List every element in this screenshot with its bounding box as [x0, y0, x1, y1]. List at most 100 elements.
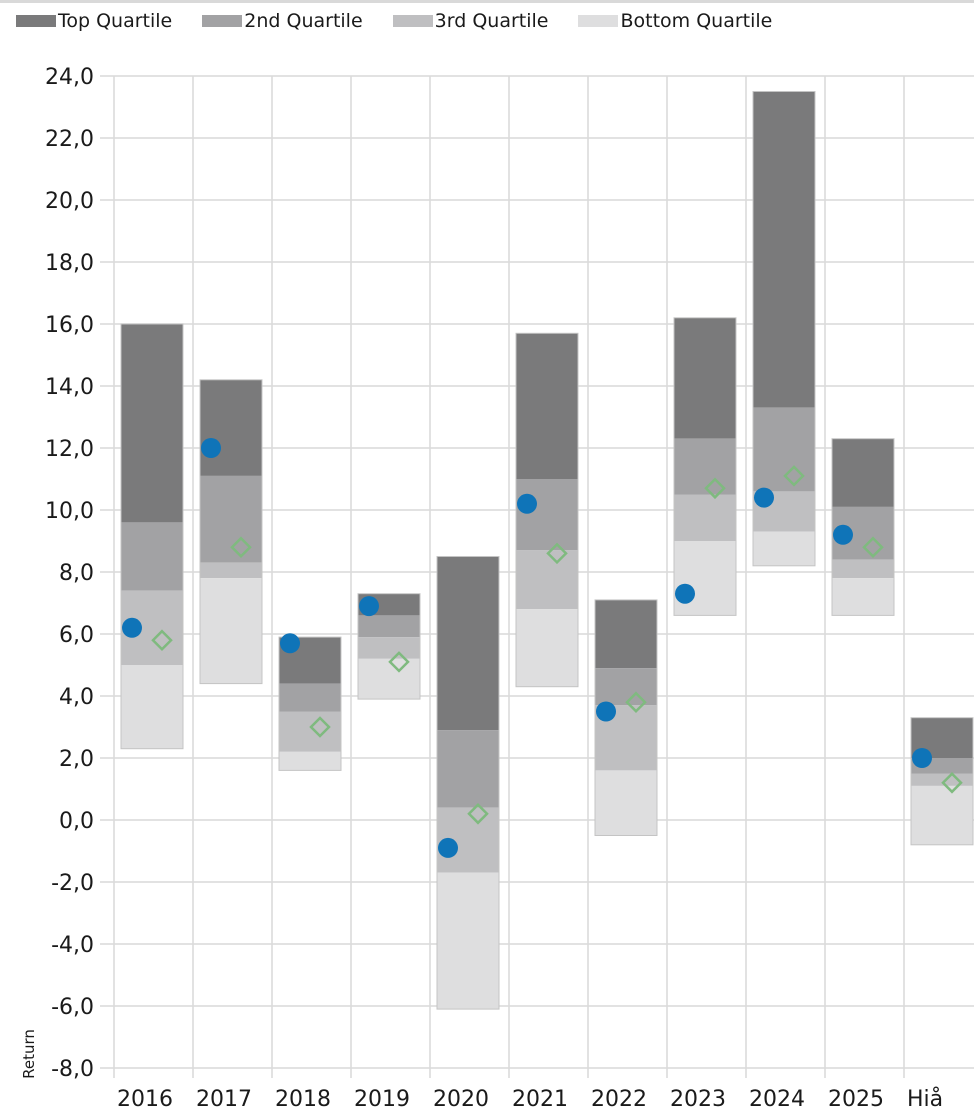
legend-swatch-2nd-quartile [202, 15, 243, 27]
circle-marker [912, 748, 932, 768]
legend-item-bottom-quartile: Bottom Quartile [578, 10, 772, 32]
2nd-quartile-bar [674, 438, 736, 495]
legend-label-top-quartile: Top Quartile [58, 10, 173, 32]
legend-label-2nd-quartile: 2nd Quartile [244, 10, 363, 32]
diamond-marker [783, 465, 805, 487]
y-tick-label: 4,0 [59, 685, 94, 710]
3rd-quartile-bar [279, 711, 341, 752]
2nd-quartile-bar [279, 683, 341, 712]
circle-marker [754, 487, 774, 508]
3rd-quartile-bar [911, 773, 973, 786]
y-tick-label: -8,0 [51, 1057, 94, 1082]
3rd-quartile-bar [674, 494, 736, 541]
x-tick-label: 2016 [117, 1087, 173, 1112]
x-tick-label: 2017 [196, 1087, 252, 1112]
circle-marker [359, 596, 379, 617]
y-tick-label: 8,0 [59, 561, 94, 586]
bars [120, 91, 974, 1010]
bar-outline [199, 379, 263, 685]
top-quartile-bar [753, 91, 815, 408]
top-quartile-bar [437, 556, 499, 731]
circle-marker [438, 837, 458, 858]
y-axis-label: Return [20, 1029, 38, 1079]
circle-marker [833, 524, 853, 545]
bar-outline [752, 91, 816, 567]
bar-outline [436, 556, 500, 1010]
circle-marker [517, 493, 537, 514]
3rd-quartile-bar [516, 550, 578, 610]
diamond-marker [230, 536, 252, 558]
diamond-marker [151, 629, 173, 651]
2nd-quartile-bar [200, 475, 262, 563]
top-quartile-bar [832, 438, 894, 507]
2nd-quartile-bar [595, 668, 657, 706]
legend-item-3rd-quartile: 3rd Quartile [392, 10, 549, 32]
y-tick-label: 2,0 [59, 747, 94, 772]
top-quartile-bar [200, 379, 262, 476]
diamond-marker [467, 803, 489, 825]
bar-outline [594, 599, 658, 837]
legend-swatch-bottom-quartile [578, 15, 619, 27]
legend: Top Quartile 2nd Quartile 3rd Quartile B… [16, 9, 802, 33]
top-rule [0, 0, 974, 3]
circle-marker [280, 633, 300, 654]
x-tick-label: 2024 [749, 1087, 805, 1112]
y-tick-label: 24,0 [45, 65, 94, 90]
x-tick-label: 2022 [591, 1087, 647, 1112]
x-tick-label: 2018 [275, 1087, 331, 1112]
2nd-quartile-bar [358, 615, 420, 638]
bar-outline [673, 317, 737, 616]
bottom-quartile-bar [595, 770, 657, 836]
circle-marker [201, 438, 221, 458]
x-tick-label: 2019 [354, 1087, 410, 1112]
x-tick-label: Hiå [907, 1086, 943, 1112]
x-tick-label: 2023 [670, 1087, 726, 1112]
top-quartile-bar [121, 324, 183, 523]
diamond-marker [862, 536, 884, 558]
y-tick-label: 18,0 [45, 251, 94, 276]
bar-outline [910, 717, 974, 846]
bottom-quartile-bar [200, 578, 262, 684]
markers [122, 438, 963, 858]
diamond-marker [388, 651, 410, 673]
y-tick-label: 16,0 [45, 313, 94, 338]
x-tick-label: 2021 [512, 1087, 568, 1112]
y-tick-label: 22,0 [45, 127, 94, 152]
circle-marker [596, 701, 616, 722]
y-tick-label: 14,0 [45, 375, 94, 400]
bottom-quartile-bar [674, 541, 736, 616]
y-tick-label: 12,0 [45, 437, 94, 462]
2nd-quartile-bar [121, 522, 183, 591]
bottom-quartile-bar [516, 609, 578, 687]
legend-label-bottom-quartile: Bottom Quartile [620, 10, 773, 32]
y-tick-label: 20,0 [45, 189, 94, 214]
bar-outline [278, 636, 342, 771]
bottom-quartile-bar [358, 658, 420, 700]
legend-item-top-quartile: Top Quartile [16, 10, 172, 32]
2nd-quartile-bar [437, 730, 499, 808]
legend-swatch-3rd-quartile [392, 15, 433, 27]
bar-outline [831, 438, 895, 616]
bar-outline [515, 332, 579, 688]
x-tick-label: 2020 [433, 1087, 489, 1112]
bottom-quartile-bar [279, 751, 341, 771]
top-quartile-bar [595, 599, 657, 669]
2nd-quartile-bar [753, 407, 815, 492]
diamond-marker [941, 772, 963, 794]
top-quartile-bar [674, 317, 736, 439]
circle-marker [675, 583, 695, 604]
y-tick-label: -2,0 [51, 871, 94, 896]
y-tick-labels: 24,0 22,0 20,0 18,0 16,0 14,0 12,0 10,0 8,0 6,0 4,… [45, 65, 94, 1082]
x-tick-label: 2025 [828, 1087, 884, 1112]
legend-swatch-top-quartile [16, 15, 56, 27]
y-tick-label: 0,0 [59, 809, 94, 834]
3rd-quartile-bar [832, 559, 894, 579]
2nd-quartile-bar [516, 479, 578, 551]
bottom-quartile-bar [753, 531, 815, 566]
circle-marker [122, 617, 142, 638]
x-tick-labels: 2016 2017 2018 2019 2020 2021 2022 2023 2024 2025… [117, 1086, 943, 1112]
y-tick-label: -6,0 [51, 995, 94, 1020]
top-quartile-bar [516, 333, 578, 479]
legend-label-3rd-quartile: 3rd Quartile [434, 10, 549, 32]
